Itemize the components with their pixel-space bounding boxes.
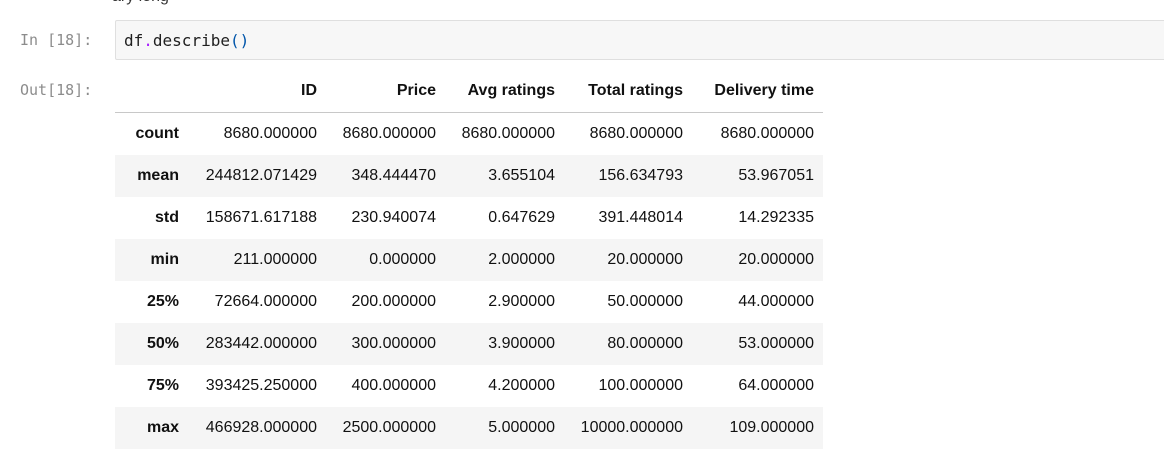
header-price: Price <box>326 70 445 113</box>
table-cell: 0.647629 <box>488 208 555 226</box>
table-cell: 10000.000000 <box>580 418 683 436</box>
table-cell: 244812.071429 <box>205 166 317 184</box>
table-row: min 211.000000 0.000000 2.000000 20.0000… <box>115 238 823 281</box>
describe-table: ID Price Avg ratings Total ratings Deliv… <box>115 70 823 449</box>
table-cell: 100.000000 <box>598 376 683 394</box>
code-line: df.describe() <box>124 31 249 50</box>
code-input-cell[interactable]: df.describe() <box>115 20 1164 60</box>
table-cell: 109.000000 <box>729 418 814 436</box>
table-cell: 44.000000 <box>738 292 814 310</box>
table-row: 50% 283442.000000 300.000000 3.900000 80… <box>115 322 823 365</box>
table-row: 75% 393425.250000 400.000000 4.200000 10… <box>115 365 823 407</box>
table-row: 25% 72664.000000 200.000000 2.900000 50.… <box>115 281 823 323</box>
row-label: 75% <box>146 376 179 394</box>
header-delivery-time: Delivery time <box>692 70 823 113</box>
table-cell: 80.000000 <box>607 334 683 352</box>
code-method: describe <box>152 31 230 50</box>
table-cell: 8680.000000 <box>720 124 814 142</box>
table-cell: 72664.000000 <box>214 292 317 310</box>
table-cell: 8680.000000 <box>223 124 317 142</box>
table-row: max 466928.000000 2500.000000 5.000000 1… <box>115 406 823 449</box>
row-label: mean <box>137 166 179 184</box>
header-total-ratings: Total ratings <box>564 70 692 113</box>
table-cell: 466928.000000 <box>205 418 317 436</box>
output-area: ID Price Avg ratings Total ratings Deliv… <box>115 70 823 449</box>
row-label: min <box>150 250 179 268</box>
table-row: std 158671.617188 230.940074 0.647629 39… <box>115 197 823 239</box>
table-cell: 50.000000 <box>607 292 683 310</box>
code-object: df <box>124 31 144 50</box>
row-label: count <box>135 124 179 142</box>
code-parens: () <box>229 31 250 50</box>
code-dot-operator: . <box>143 31 153 50</box>
table-cell: 230.940074 <box>351 208 436 226</box>
table-cell: 2500.000000 <box>342 418 436 436</box>
table-header-row: ID Price Avg ratings Total ratings Deliv… <box>115 70 823 113</box>
table-row: mean 244812.071429 348.444470 3.655104 1… <box>115 154 823 197</box>
table-cell: 211.000000 <box>233 250 317 268</box>
table-cell: 53.000000 <box>738 334 814 352</box>
table-cell: 400.000000 <box>351 376 436 394</box>
input-prompt: In [18]: <box>20 31 93 49</box>
table-cell: 391.448014 <box>598 208 683 226</box>
table-cell: 3.655104 <box>488 166 555 184</box>
table-cell: 8680.000000 <box>589 124 683 142</box>
table-cell: 158671.617188 <box>205 208 317 226</box>
table-cell: 156.634793 <box>598 166 683 184</box>
row-label: 25% <box>146 292 179 310</box>
table-cell: 2.900000 <box>488 292 555 310</box>
row-label: std <box>155 208 179 226</box>
table-cell: 200.000000 <box>351 292 436 310</box>
table-cell: 14.292335 <box>738 208 814 226</box>
row-label: 50% <box>146 334 179 352</box>
table-cell: 0.000000 <box>369 250 436 268</box>
table-cell: 5.000000 <box>488 418 555 436</box>
table-row: count 8680.000000 8680.000000 8680.00000… <box>115 113 823 155</box>
table-cell: 3.900000 <box>488 334 555 352</box>
table-cell: 20.000000 <box>738 250 814 268</box>
table-cell: 393425.250000 <box>205 376 317 394</box>
header-id: ID <box>188 70 326 113</box>
table-cell: 300.000000 <box>351 334 436 352</box>
output-prompt: Out[18]: <box>20 81 93 99</box>
table-cell: 348.444470 <box>351 166 436 184</box>
header-avg-ratings: Avg ratings <box>445 70 564 113</box>
table-cell: 53.967051 <box>738 166 814 184</box>
table-cell: 20.000000 <box>607 250 683 268</box>
table-cell: 4.200000 <box>488 376 555 394</box>
table-cell: 8680.000000 <box>461 124 555 142</box>
table-cell: 2.000000 <box>488 250 555 268</box>
header-index <box>115 70 188 113</box>
partial-markdown-text: ary long <box>112 0 169 7</box>
table-cell: 8680.000000 <box>342 124 436 142</box>
table-cell: 64.000000 <box>738 376 814 394</box>
table-cell: 283442.000000 <box>205 334 317 352</box>
row-label: max <box>146 418 179 436</box>
